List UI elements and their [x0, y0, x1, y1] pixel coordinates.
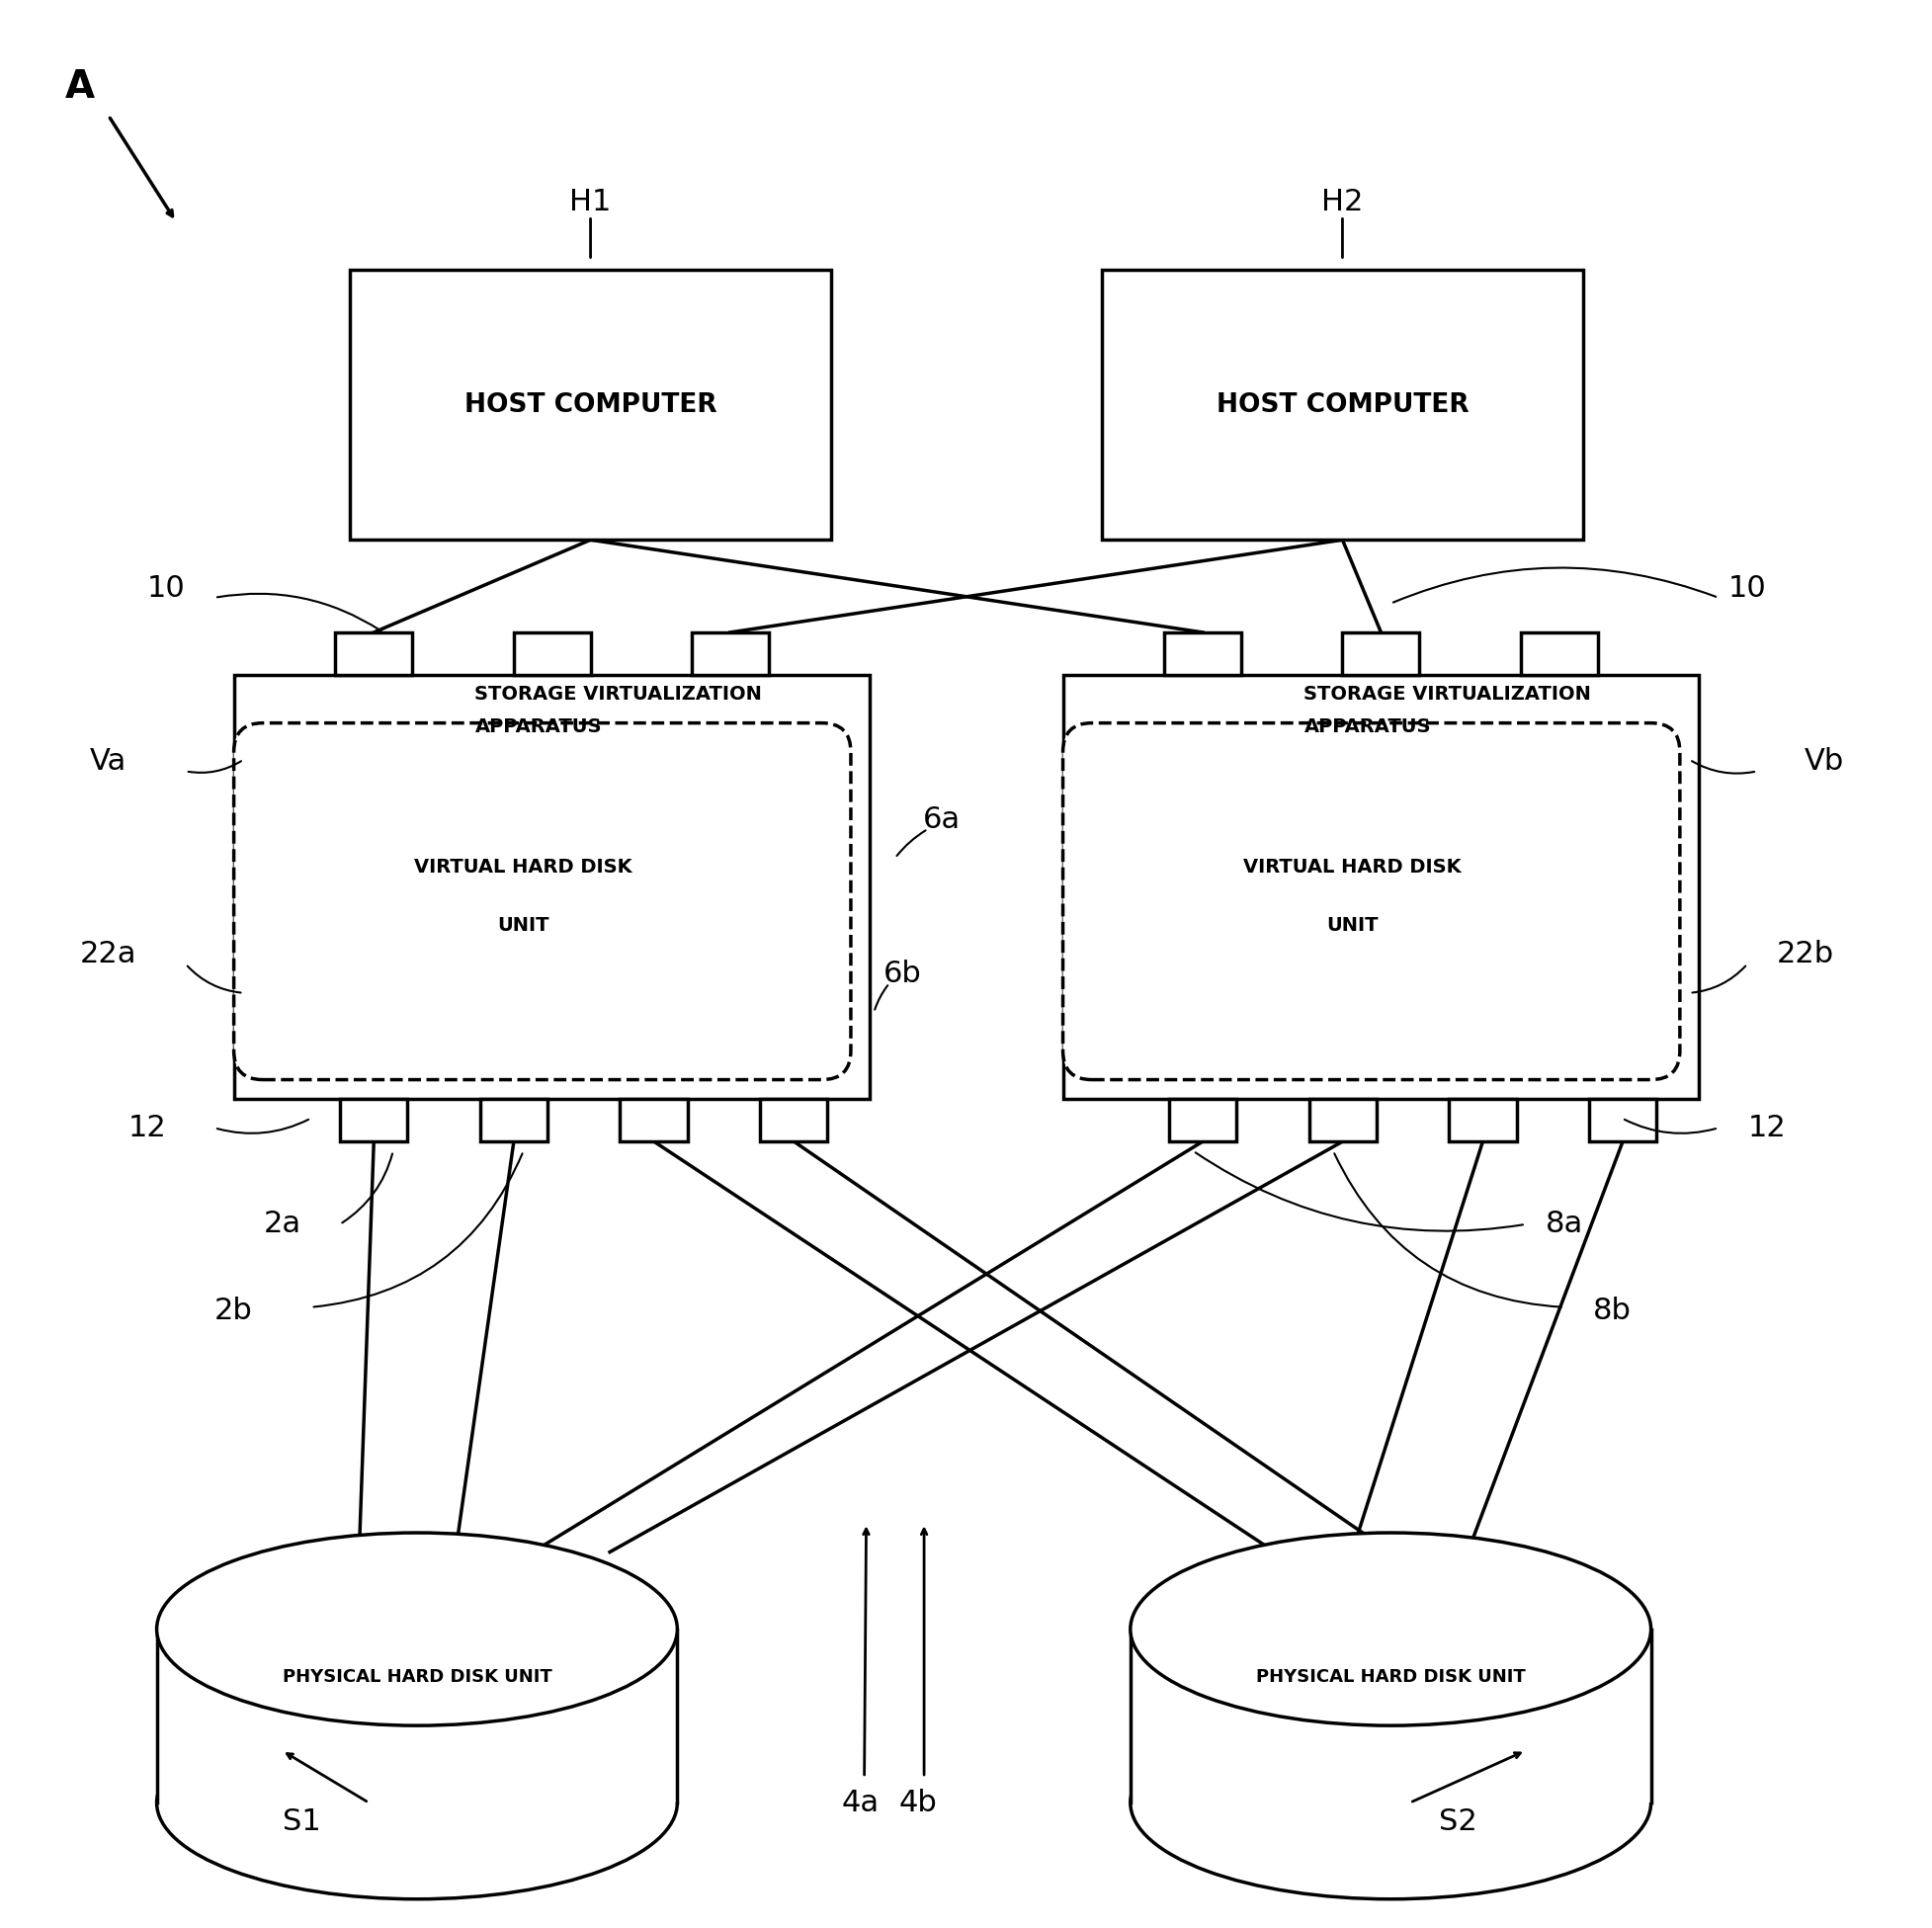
- FancyBboxPatch shape: [1101, 270, 1582, 540]
- Bar: [1343, 632, 1418, 675]
- Bar: [1130, 1629, 1650, 1803]
- Ellipse shape: [1130, 1706, 1650, 1899]
- Text: 10: 10: [1727, 575, 1766, 602]
- Bar: [1308, 1099, 1376, 1141]
- Bar: [759, 1099, 827, 1141]
- Text: 12: 12: [1747, 1114, 1785, 1141]
- FancyBboxPatch shape: [234, 723, 850, 1080]
- Bar: [620, 1099, 688, 1141]
- Bar: [1588, 1099, 1656, 1141]
- Bar: [156, 1629, 676, 1803]
- FancyBboxPatch shape: [1063, 675, 1698, 1099]
- Ellipse shape: [156, 1533, 676, 1726]
- Ellipse shape: [156, 1706, 676, 1899]
- Text: 6a: 6a: [922, 806, 960, 833]
- Text: A: A: [64, 67, 95, 106]
- FancyBboxPatch shape: [350, 270, 831, 540]
- Text: Vb: Vb: [1804, 748, 1843, 775]
- Text: 12: 12: [128, 1114, 166, 1141]
- Text: 6b: 6b: [883, 960, 922, 987]
- Text: PHYSICAL HARD DISK UNIT: PHYSICAL HARD DISK UNIT: [282, 1668, 551, 1687]
- Bar: [514, 632, 589, 675]
- Bar: [340, 1099, 408, 1141]
- Text: PHYSICAL HARD DISK UNIT: PHYSICAL HARD DISK UNIT: [1256, 1668, 1524, 1687]
- Bar: [692, 632, 769, 675]
- Bar: [1163, 632, 1240, 675]
- Bar: [1169, 1099, 1236, 1141]
- Text: APPARATUS: APPARATUS: [1304, 717, 1430, 736]
- Text: 4b: 4b: [898, 1789, 937, 1816]
- Text: UNIT: UNIT: [1325, 916, 1378, 935]
- Bar: [1449, 1099, 1517, 1141]
- Text: S1: S1: [282, 1808, 321, 1835]
- Text: 8b: 8b: [1592, 1298, 1631, 1325]
- Text: 8a: 8a: [1544, 1211, 1582, 1238]
- Text: STORAGE VIRTUALIZATION: STORAGE VIRTUALIZATION: [1304, 684, 1590, 704]
- Text: APPARATUS: APPARATUS: [475, 717, 601, 736]
- Text: VIRTUAL HARD DISK: VIRTUAL HARD DISK: [1242, 858, 1461, 877]
- Text: 10: 10: [147, 575, 185, 602]
- Text: HOST COMPUTER: HOST COMPUTER: [464, 391, 717, 418]
- Text: STORAGE VIRTUALIZATION: STORAGE VIRTUALIZATION: [475, 684, 761, 704]
- Text: H2: H2: [1321, 189, 1362, 216]
- Text: UNIT: UNIT: [497, 916, 549, 935]
- FancyBboxPatch shape: [1063, 723, 1679, 1080]
- Text: 2a: 2a: [263, 1211, 301, 1238]
- Ellipse shape: [1130, 1533, 1650, 1726]
- Text: S2: S2: [1437, 1808, 1476, 1835]
- Bar: [479, 1099, 547, 1141]
- FancyBboxPatch shape: [234, 675, 869, 1099]
- Text: VIRTUAL HARD DISK: VIRTUAL HARD DISK: [413, 858, 632, 877]
- Text: HOST COMPUTER: HOST COMPUTER: [1215, 391, 1468, 418]
- Text: 2b: 2b: [214, 1298, 253, 1325]
- Text: 22a: 22a: [79, 941, 137, 968]
- Text: 4a: 4a: [840, 1789, 879, 1816]
- Text: H1: H1: [570, 189, 611, 216]
- Bar: [334, 632, 412, 675]
- Text: 22b: 22b: [1776, 941, 1833, 968]
- Bar: [1520, 632, 1598, 675]
- Text: Va: Va: [91, 748, 128, 775]
